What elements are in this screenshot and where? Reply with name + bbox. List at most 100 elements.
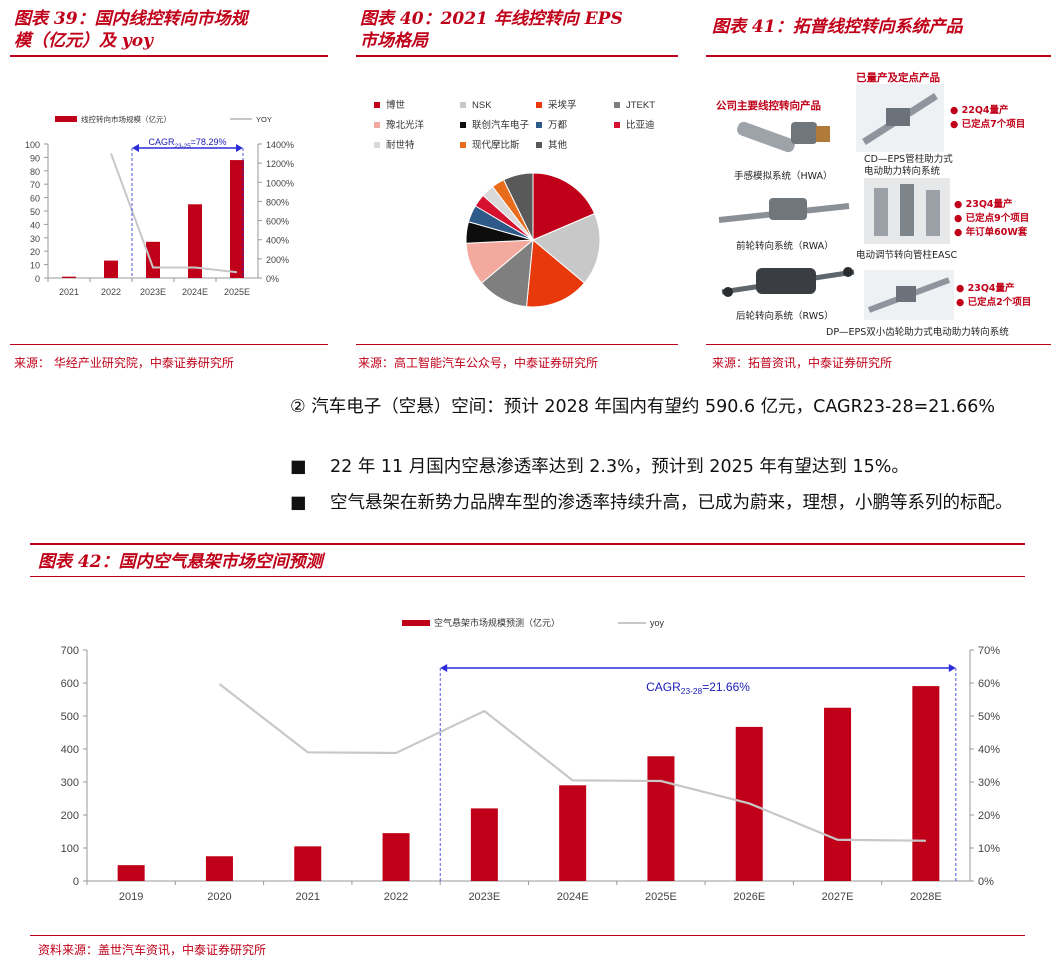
bullet-text-2: 空气悬架在新势力品牌车型的渗透率持续升高，已成为蔚来，理想，小鹏等系列的标配。 [330,493,1013,513]
legend-label: 比亚迪 [626,119,655,131]
bar [104,260,118,278]
fig39-chart: 01020304050607080901000%200%400%600%800%… [25,114,294,297]
legend-swatch [536,142,542,148]
bar [912,686,940,881]
y-tick-label: 100 [61,843,79,855]
pie-slice [532,172,596,241]
y-tick-label: 40 [30,220,40,230]
legend-swatch [460,122,466,128]
easc-image [864,178,950,244]
legend-bar-swatch [55,116,77,122]
bar [117,865,145,881]
x-tick-label: 2022 [101,287,121,297]
legend-label: 豫北光洋 [386,119,425,131]
x-tick-label: 2023E [140,287,166,297]
cd-eps-note-2: ● 已定点7个项目 [950,119,1026,130]
fig42-title-rule [30,576,1025,577]
y2-tick-label: 1200% [266,159,294,169]
bar [230,160,244,278]
legend-bar-swatch [402,620,430,626]
easc-caption: 电动调节转向管柱EASC [856,250,958,261]
y-tick-label: 0 [35,274,40,284]
fig39-top-rule [10,55,328,57]
y-tick-label: 20 [30,247,40,257]
legend-label: 博世 [386,99,406,111]
legend-swatch [614,102,620,108]
bar [559,785,587,881]
x-tick-label: 2021 [59,287,79,297]
bar [824,707,852,881]
legend-swatch [374,122,380,128]
bar [647,756,675,881]
x-tick-label: 2021 [296,891,320,903]
legend-bar-label: 线控转向市场规模（亿元） [81,114,171,124]
legend-label: 其他 [548,139,568,151]
y2-tick-label: 40% [978,744,1000,756]
fig42-chart: 0 100 200 300 400 500 600 700 0% 10% 20% 30% 40% 50% 6… [61,617,1001,903]
dp-eps-note-2: ● 已定点2个项目 [956,297,1032,308]
dp-eps-caption: DP—EPS双小齿轮助力式电动助力转向系统 [826,327,1009,338]
rwa-image [718,198,850,223]
fig41-panel: 公司主要线控转向产品 已量产及定点产品 手感模拟系统（HWA） 前轮转向系统（R… [706,62,1051,340]
y2-tick-label: 30% [978,777,1000,789]
x-tick-label: 2024E [557,891,589,903]
y-tick-label: 30 [30,234,40,244]
x-tick-label: 2019 [119,891,143,903]
y2-tick-label: 800% [266,197,289,207]
fig39-title: 图表 39：国内线控转向市场规 模（亿元）及 yoy [14,9,248,51]
x-tick-label: 2024E [182,287,208,297]
y2-tick-label: 50% [978,711,1000,723]
y-tick-label: 60 [30,194,40,204]
legend-swatch [536,102,542,108]
x-tick-label: 2028E [910,891,942,903]
y-tick-label: 600 [61,678,79,690]
hwa-label: 手感模拟系统（HWA） [734,171,833,182]
legend-swatch [374,102,380,108]
y2-tick-label: 200% [266,255,289,265]
rws-image [721,267,855,297]
fig39-bottom-rule [10,344,328,345]
legend-bar-label: 空气悬架市场规模预测（亿元） [434,617,560,628]
dp-eps-notes: ● 23Q4量产 ● 已定点2个项目 [956,280,1031,308]
fig42-source: 资料来源：盖世汽车资讯，中泰证券研究所 [38,943,267,957]
bar [146,241,160,278]
bar [470,808,498,881]
cagr-label: CAGR23-28=21.66% [646,680,750,696]
fig41-bottom-rule [706,344,1051,345]
yoy-line [110,153,238,274]
y2-tick-label: 0% [266,274,279,284]
bar [294,846,322,881]
cd-eps-caption: CD—EPS管柱助力式 电动助力转向系统 [864,154,953,177]
fig40-source: 来源：高工智能汽车公众号，中泰证券研究所 [358,356,599,370]
x-tick-label: 2022 [384,891,408,903]
bullet-mark-1: ■ [290,457,307,477]
cd-eps-image [856,84,944,152]
y-tick-label: 90 [30,153,40,163]
legend-label: JTEKT [626,100,655,111]
y-tick-label: 50 [30,207,40,217]
legend-swatch [460,102,466,108]
cd-eps-notes: ● 22Q4量产 ● 已定点7个项目 [950,102,1025,130]
easc-notes: ● 23Q4量产 ● 已定点9个项目 ● 年订单60W套 [954,196,1029,238]
y-tick-label: 200 [61,810,79,822]
legend-label: NSK [472,100,492,111]
y-tick-label: 300 [61,777,79,789]
fig42-bottom-rule [30,935,1025,936]
x-tick-label: 2027E [822,891,854,903]
legend-line-label: YOY [256,115,272,124]
legend-swatch [536,122,542,128]
y-tick-label: 10 [30,261,40,271]
y2-tick-label: 70% [978,645,1000,657]
easc-note-3: ● 年订单60W套 [954,227,1028,238]
y2-tick-label: 600% [266,217,289,227]
y-tick-label: 0 [73,876,79,888]
fig41-title: 图表 41：拓普线控转向系统产品 [712,17,963,37]
y-tick-label: 700 [61,645,79,657]
bullet-text-1: 22 年 11 月国内空悬渗透率达到 2.3%，预计到 2025 年有望达到 1… [330,457,909,477]
pie-slice [525,239,586,308]
y2-tick-label: 10% [978,843,1000,855]
y-tick-label: 400 [61,744,79,756]
x-tick-label: 2023E [468,891,500,903]
y-tick-label: 500 [61,711,79,723]
